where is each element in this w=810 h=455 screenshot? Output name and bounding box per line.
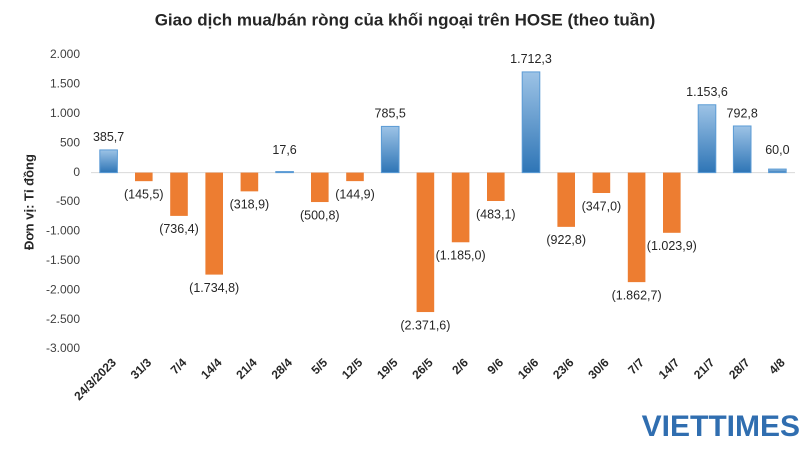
bar	[451, 172, 470, 243]
x-tick-label: 31/3	[128, 355, 155, 382]
value-label: 1.153,6	[686, 85, 728, 99]
x-tick-label: 24/3/2023	[71, 355, 119, 403]
x-tick-label: 21/4	[233, 355, 260, 382]
value-label: 385,7	[93, 130, 124, 144]
bar	[416, 172, 435, 313]
x-tick-label: 14/4	[198, 355, 225, 382]
y-tick-label: 0	[73, 165, 80, 179]
x-tick-label: 26/5	[409, 355, 436, 382]
y-tick-label: 500	[60, 135, 80, 149]
x-tick-label: 14/7	[656, 355, 683, 382]
value-label: 785,5	[375, 107, 406, 121]
y-tick-label: 1.000	[50, 106, 80, 120]
bar	[697, 104, 717, 174]
x-tick-label: 23/6	[550, 355, 577, 382]
value-label: 1.712,3	[510, 52, 552, 66]
x-tick-label: 12/5	[339, 355, 366, 382]
value-label: 792,8	[727, 106, 758, 120]
value-label: (145,5)	[124, 187, 164, 201]
x-tick-label: 7/7	[625, 355, 647, 377]
watermark: VIETTIMES	[642, 410, 800, 443]
bar	[205, 172, 223, 275]
x-tick-label: 30/6	[585, 355, 612, 382]
y-tick-label: 1.500	[50, 77, 80, 91]
y-tick-label: 2.000	[50, 47, 80, 61]
bar	[135, 172, 153, 182]
y-tick-label: -1.500	[46, 253, 80, 267]
x-tick-label: 4/8	[766, 355, 788, 377]
bar	[732, 125, 752, 174]
y-tick-label: -500	[56, 194, 80, 208]
y-tick-label: -2.000	[46, 282, 80, 296]
bar	[346, 172, 364, 182]
x-tick-label: 28/7	[726, 355, 753, 382]
value-label: (1.023,9)	[647, 239, 697, 253]
value-label: (347,0)	[582, 199, 622, 213]
value-label: (1.185,0)	[436, 249, 486, 263]
value-label: (1.734,8)	[189, 281, 239, 295]
value-label: (736,4)	[159, 222, 199, 236]
x-tick-label: 19/5	[374, 355, 401, 382]
x-tick-label: 7/4	[168, 355, 190, 377]
value-label: 17,6	[272, 143, 296, 157]
x-tick-label: 16/6	[515, 355, 542, 382]
value-label: (922,8)	[546, 233, 586, 247]
x-tick-label: 2/6	[449, 355, 471, 377]
bar	[170, 172, 188, 216]
bar	[627, 172, 646, 283]
bar	[768, 168, 787, 174]
y-axis-title: Đơn vị: Tỉ đồng	[21, 154, 36, 250]
bar	[240, 172, 259, 192]
bar	[663, 172, 681, 233]
x-tick-label: 5/5	[308, 355, 330, 377]
y-tick-label: -2.500	[46, 312, 80, 326]
value-label: (500,8)	[300, 208, 340, 222]
value-label: (144,9)	[335, 187, 375, 201]
value-label: (318,9)	[230, 198, 270, 212]
bar	[275, 171, 294, 174]
chart-title: Giao dịch mua/bán ròng của khối ngoại tr…	[155, 10, 656, 29]
value-label: (2.371,6)	[400, 318, 450, 332]
x-tick-label: 21/7	[691, 355, 718, 382]
bar	[592, 172, 611, 194]
bar	[380, 125, 400, 174]
value-label: (483,1)	[476, 207, 516, 221]
value-label: (1.862,7)	[612, 288, 662, 302]
bar	[521, 71, 541, 174]
bar	[487, 172, 505, 202]
y-tick-label: -3.000	[46, 341, 80, 355]
bar	[557, 172, 575, 227]
bar	[99, 149, 118, 174]
x-tick-label: 9/6	[484, 355, 506, 377]
y-tick-label: -1.000	[46, 224, 80, 238]
bar	[311, 172, 329, 203]
value-label: 60,0	[765, 143, 789, 157]
x-tick-label: 28/4	[269, 355, 296, 382]
